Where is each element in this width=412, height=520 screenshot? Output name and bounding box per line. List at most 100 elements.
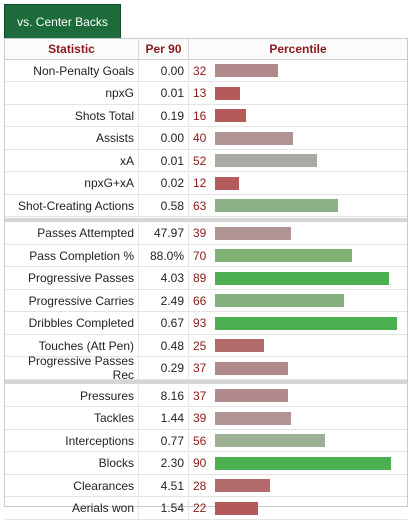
group-separator bbox=[5, 380, 407, 384]
per90-value: 4.03 bbox=[139, 267, 189, 289]
header-percentile[interactable]: Percentile bbox=[269, 42, 327, 56]
per90-value: 1.54 bbox=[139, 497, 189, 519]
percentile-cell: 28 bbox=[189, 475, 407, 496]
table-row: Shot-Creating Actions 0.58 63 bbox=[5, 195, 407, 217]
percentile-value: 16 bbox=[193, 108, 207, 123]
stat-label: Aerials won bbox=[5, 497, 139, 519]
percentile-bar bbox=[215, 456, 391, 470]
percentile-bar bbox=[215, 199, 338, 212]
percentile-value: 12 bbox=[193, 176, 207, 190]
percentile-cell: 90 bbox=[189, 453, 407, 474]
per90-value: 4.51 bbox=[139, 475, 189, 496]
stat-label: Pass Completion % bbox=[5, 245, 139, 266]
percentile-cell: 63 bbox=[189, 195, 407, 216]
percentile-bar bbox=[215, 361, 288, 375]
per90-value: 0.02 bbox=[139, 172, 189, 194]
percentile-cell: 25 bbox=[189, 335, 407, 356]
table-row: Shots Total 0.19 16 bbox=[5, 105, 407, 127]
table-row: Tackles 1.44 39 bbox=[5, 407, 407, 430]
per90-value: 0.58 bbox=[139, 195, 189, 216]
table-row: npxG 0.01 13 bbox=[5, 82, 407, 105]
percentile-value: 37 bbox=[193, 388, 207, 403]
stat-label: Progressive Passes Rec bbox=[5, 354, 139, 382]
percentile-value: 32 bbox=[193, 63, 207, 78]
table-row: Blocks 2.30 90 bbox=[5, 452, 407, 475]
percentile-value: 28 bbox=[193, 478, 207, 493]
percentile-cell: 39 bbox=[189, 223, 407, 244]
percentile-bar bbox=[215, 154, 317, 167]
percentile-bar bbox=[215, 434, 325, 447]
percentile-value: 39 bbox=[193, 226, 207, 240]
percentile-bar bbox=[215, 339, 264, 352]
stat-label: npxG+xA bbox=[5, 172, 139, 194]
group-separator bbox=[5, 217, 407, 222]
percentile-bar bbox=[215, 86, 240, 100]
table-row: Pressures 8.16 37 bbox=[5, 385, 407, 407]
percentile-cell: 22 bbox=[189, 498, 407, 519]
stat-label: npxG bbox=[5, 82, 139, 104]
per90-value: 0.67 bbox=[139, 312, 189, 334]
percentile-value: 25 bbox=[193, 338, 207, 353]
percentile-bar bbox=[215, 479, 270, 492]
header-per90[interactable]: Per 90 bbox=[139, 39, 189, 59]
table-row: Passes Attempted 47.97 39 bbox=[5, 222, 407, 245]
percentile-cell: 40 bbox=[189, 128, 407, 149]
per90-value: 0.00 bbox=[139, 127, 189, 149]
percentile-bar bbox=[215, 176, 239, 190]
percentile-bar bbox=[215, 64, 278, 77]
percentile-cell: 13 bbox=[189, 83, 407, 104]
tab-vs-center-backs[interactable]: vs. Center Backs bbox=[4, 4, 121, 38]
stat-label: Passes Attempted bbox=[5, 222, 139, 244]
percentile-cell: 37 bbox=[189, 385, 407, 406]
stat-label: Shots Total bbox=[5, 105, 139, 126]
table-row: Pass Completion % 88.0% 70 bbox=[5, 245, 407, 267]
per90-value: 0.19 bbox=[139, 105, 189, 126]
percentile-bar bbox=[215, 226, 291, 240]
per90-value: 47.97 bbox=[139, 222, 189, 244]
per90-value: 0.48 bbox=[139, 335, 189, 356]
table-row: Progressive Passes Rec 0.29 37 bbox=[5, 354, 407, 382]
percentile-cell: 12 bbox=[189, 173, 407, 194]
table-row: Progressive Passes 4.03 89 bbox=[5, 267, 407, 290]
stat-label: Pressures bbox=[5, 385, 139, 406]
percentile-bar bbox=[215, 294, 344, 307]
percentile-cell: 93 bbox=[189, 313, 407, 334]
percentile-bar bbox=[215, 389, 288, 402]
percentile-bar bbox=[215, 316, 397, 330]
percentile-value: 70 bbox=[193, 248, 207, 263]
per90-value: 2.49 bbox=[139, 290, 189, 311]
table-row: Assists 0.00 40 bbox=[5, 127, 407, 150]
stat-label: Touches (Att Pen) bbox=[5, 335, 139, 356]
percentile-value: 90 bbox=[193, 456, 207, 470]
stat-label: Progressive Carries bbox=[5, 290, 139, 311]
table-row: Dribbles Completed 0.67 93 bbox=[5, 312, 407, 335]
header-statistic[interactable]: Statistic bbox=[5, 39, 139, 59]
percentile-cell: 39 bbox=[189, 408, 407, 429]
stat-label: Blocks bbox=[5, 452, 139, 474]
stat-label: Shot-Creating Actions bbox=[5, 195, 139, 216]
per90-value: 88.0% bbox=[139, 245, 189, 266]
per90-value: 0.01 bbox=[139, 82, 189, 104]
stat-label: Progressive Passes bbox=[5, 267, 139, 289]
percentile-value: 93 bbox=[193, 316, 207, 330]
percentile-value: 56 bbox=[193, 433, 207, 448]
percentile-cell: 56 bbox=[189, 430, 407, 451]
per90-value: 8.16 bbox=[139, 385, 189, 406]
table-row: Aerials won 1.54 22 bbox=[5, 497, 407, 520]
stat-label: Non-Penalty Goals bbox=[5, 60, 139, 81]
percentile-bar bbox=[215, 249, 352, 262]
table-row: Clearances 4.51 28 bbox=[5, 475, 407, 497]
table-row: Interceptions 0.77 56 bbox=[5, 430, 407, 452]
per90-value: 0.01 bbox=[139, 150, 189, 171]
percentile-cell: 37 bbox=[189, 358, 407, 379]
stat-label: Assists bbox=[5, 127, 139, 149]
percentile-cell: 66 bbox=[189, 290, 407, 311]
percentile-bar bbox=[215, 501, 258, 515]
percentile-bar bbox=[215, 131, 293, 145]
table-row: xA 0.01 52 bbox=[5, 150, 407, 172]
percentile-value: 52 bbox=[193, 153, 207, 168]
percentile-bar bbox=[215, 109, 246, 122]
percentile-cell: 32 bbox=[189, 60, 407, 81]
table-row: Progressive Carries 2.49 66 bbox=[5, 290, 407, 312]
percentile-bar bbox=[215, 411, 291, 425]
